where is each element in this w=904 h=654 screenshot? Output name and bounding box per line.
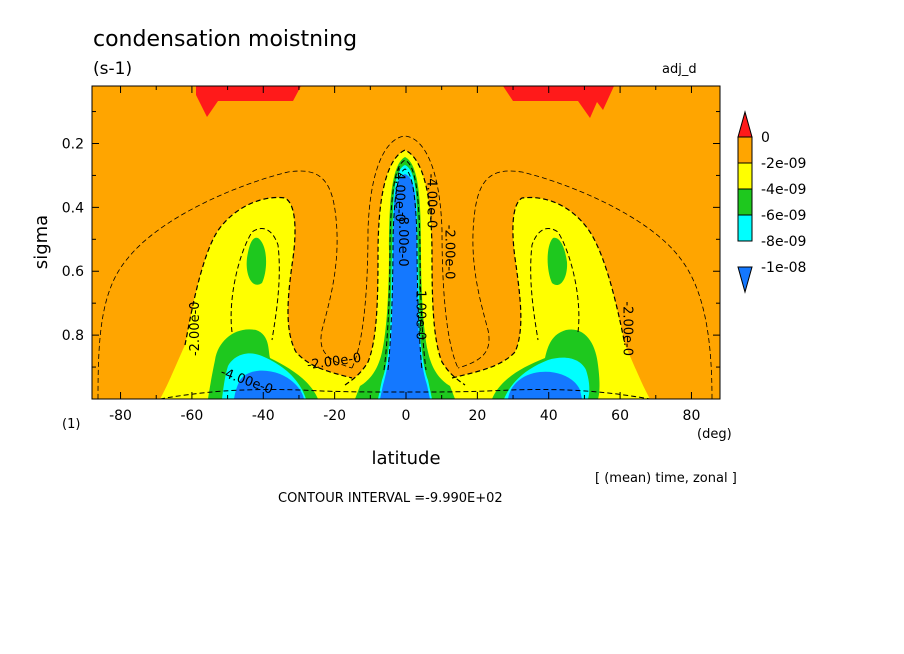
x-tick-label: -40	[252, 408, 275, 424]
colorbar-label: 0	[761, 130, 770, 146]
colorbar-arrow-top	[737, 110, 753, 138]
contour-line-outer-center	[351, 135, 459, 369]
x-tick-labels: -80 -60 -40 -20 0 20 40 60 80	[109, 408, 700, 424]
contour-label: -4.00e-0	[423, 174, 438, 229]
contour-label: -2.00e-0	[188, 301, 203, 356]
contour-label: -2.00e-0	[441, 225, 456, 280]
averaging-note: [ (mean) time, zonal ]	[595, 471, 737, 486]
colorbar-label: -4e-09	[761, 182, 806, 198]
colorbar-label: -1e-08	[761, 260, 806, 276]
y-tick-label: 0.4	[62, 200, 84, 216]
colorbar-label: -8e-09	[761, 234, 806, 250]
positive-region-left	[196, 86, 301, 117]
x-tick-label: -60	[180, 408, 203, 424]
experiment-label: adj_d	[662, 62, 697, 77]
colorbar-label: -6e-09	[761, 208, 806, 224]
contour-label: -1.00e-0	[413, 285, 428, 340]
panel-label: (1)	[62, 417, 80, 432]
level2-region-right	[445, 197, 650, 399]
level2-region-left	[160, 197, 360, 399]
units-label: (s-1)	[93, 59, 132, 79]
contour-line-2e9-left	[184, 196, 353, 379]
y-axis-label: sigma	[31, 215, 52, 269]
colorbar-label: -2e-09	[761, 156, 806, 172]
x-tick-label: 20	[468, 408, 486, 424]
chart-title: condensation moistning	[93, 27, 357, 52]
contour-line-center-2	[383, 159, 427, 371]
contour-lines	[97, 135, 713, 399]
level5-region-right	[508, 371, 582, 399]
x-axis-label: latitude	[371, 448, 440, 469]
positive-region-right	[503, 86, 614, 118]
colorbar-arrow-bottom	[737, 266, 753, 294]
contour-line-surface	[159, 388, 651, 399]
colorbar: 0 -2e-09 -4e-09 -6e-09 -8e-09 -1e-08	[737, 110, 806, 294]
colorbar-box	[737, 136, 753, 164]
contour-interval-note: CONTOUR INTERVAL =-9.990E+02	[278, 491, 503, 506]
contour-line-outer-left	[97, 170, 353, 399]
x-unit-label: (deg)	[697, 427, 732, 442]
y-tick-label: 0.8	[62, 328, 84, 344]
level5-region-left	[234, 370, 304, 399]
contour-line-outer-right	[457, 170, 713, 399]
contour-label: -2.00e-0	[620, 301, 635, 356]
x-tick-label: 60	[611, 408, 629, 424]
contour-line-2e9-center	[344, 149, 466, 386]
contour-label: -8.00e-0	[395, 212, 410, 267]
y-tick-label: 0.2	[62, 136, 84, 152]
contour-line-2e9-right	[451, 196, 626, 379]
colorbar-box	[737, 188, 753, 216]
x-tick-label: -20	[323, 408, 346, 424]
contour-field: -2.00e-0-2.00e-0-4.00e-0-8.00e-0-1.00e-0…	[92, 86, 720, 399]
contour-label: -4.00e-0	[391, 167, 406, 222]
x-tick-label: -80	[109, 408, 132, 424]
axis-ticks	[92, 86, 720, 399]
colorbar-box	[737, 214, 753, 242]
x-tick-label: 40	[540, 408, 558, 424]
level3-region-left-upper	[246, 237, 267, 285]
x-tick-label: 0	[402, 408, 411, 424]
level5-region-center	[380, 174, 430, 399]
colorbar-box	[737, 162, 753, 190]
y-tick-label: 0.6	[62, 264, 84, 280]
contour-line-center-3	[387, 168, 423, 371]
x-tick-label: 80	[683, 408, 701, 424]
level3-region-right-upper	[547, 237, 568, 286]
y-tick-labels: 0.2 0.4 0.6 0.8	[62, 136, 84, 344]
